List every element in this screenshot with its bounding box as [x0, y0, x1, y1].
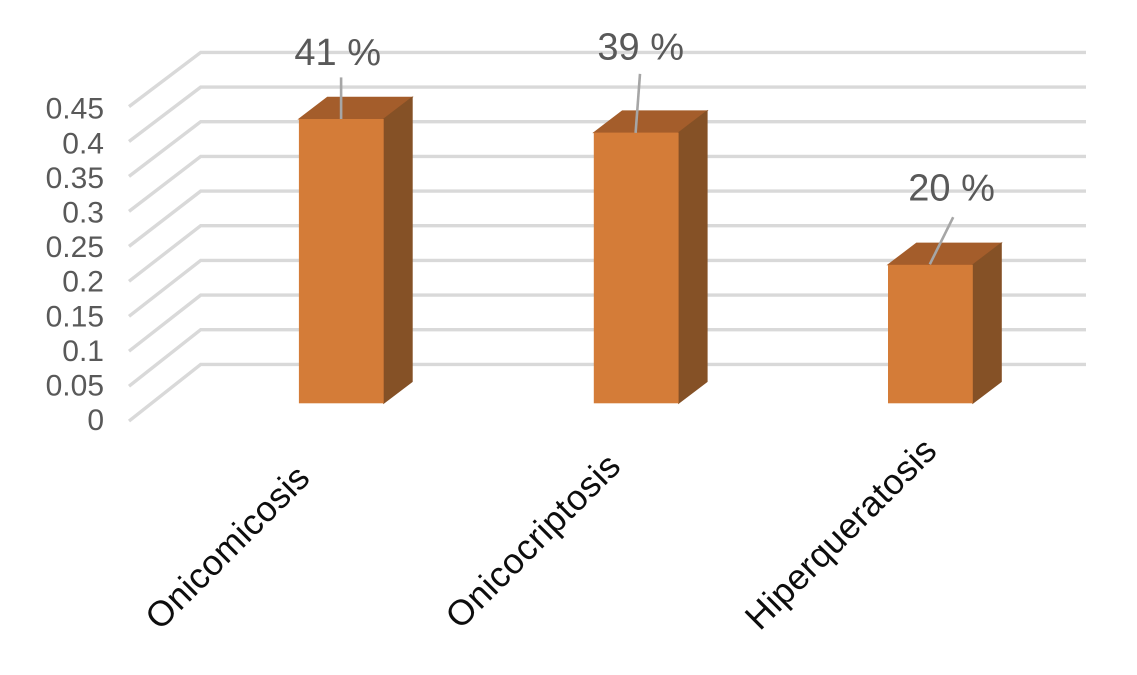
svg-text:0.15: 0.15 — [46, 300, 104, 333]
svg-text:0.25: 0.25 — [46, 231, 104, 264]
svg-text:0.45: 0.45 — [46, 93, 104, 126]
svg-text:0.05: 0.05 — [46, 370, 104, 403]
svg-text:41 %: 41 % — [294, 32, 381, 74]
svg-text:0: 0 — [87, 404, 104, 437]
svg-text:0.2: 0.2 — [62, 266, 104, 299]
svg-text:0.1: 0.1 — [62, 335, 104, 368]
svg-text:0.3: 0.3 — [62, 197, 104, 230]
svg-text:0.4: 0.4 — [62, 127, 104, 160]
svg-text:20 %: 20 % — [908, 167, 995, 209]
svg-text:39 %: 39 % — [597, 27, 684, 69]
svg-text:0.35: 0.35 — [46, 162, 104, 195]
